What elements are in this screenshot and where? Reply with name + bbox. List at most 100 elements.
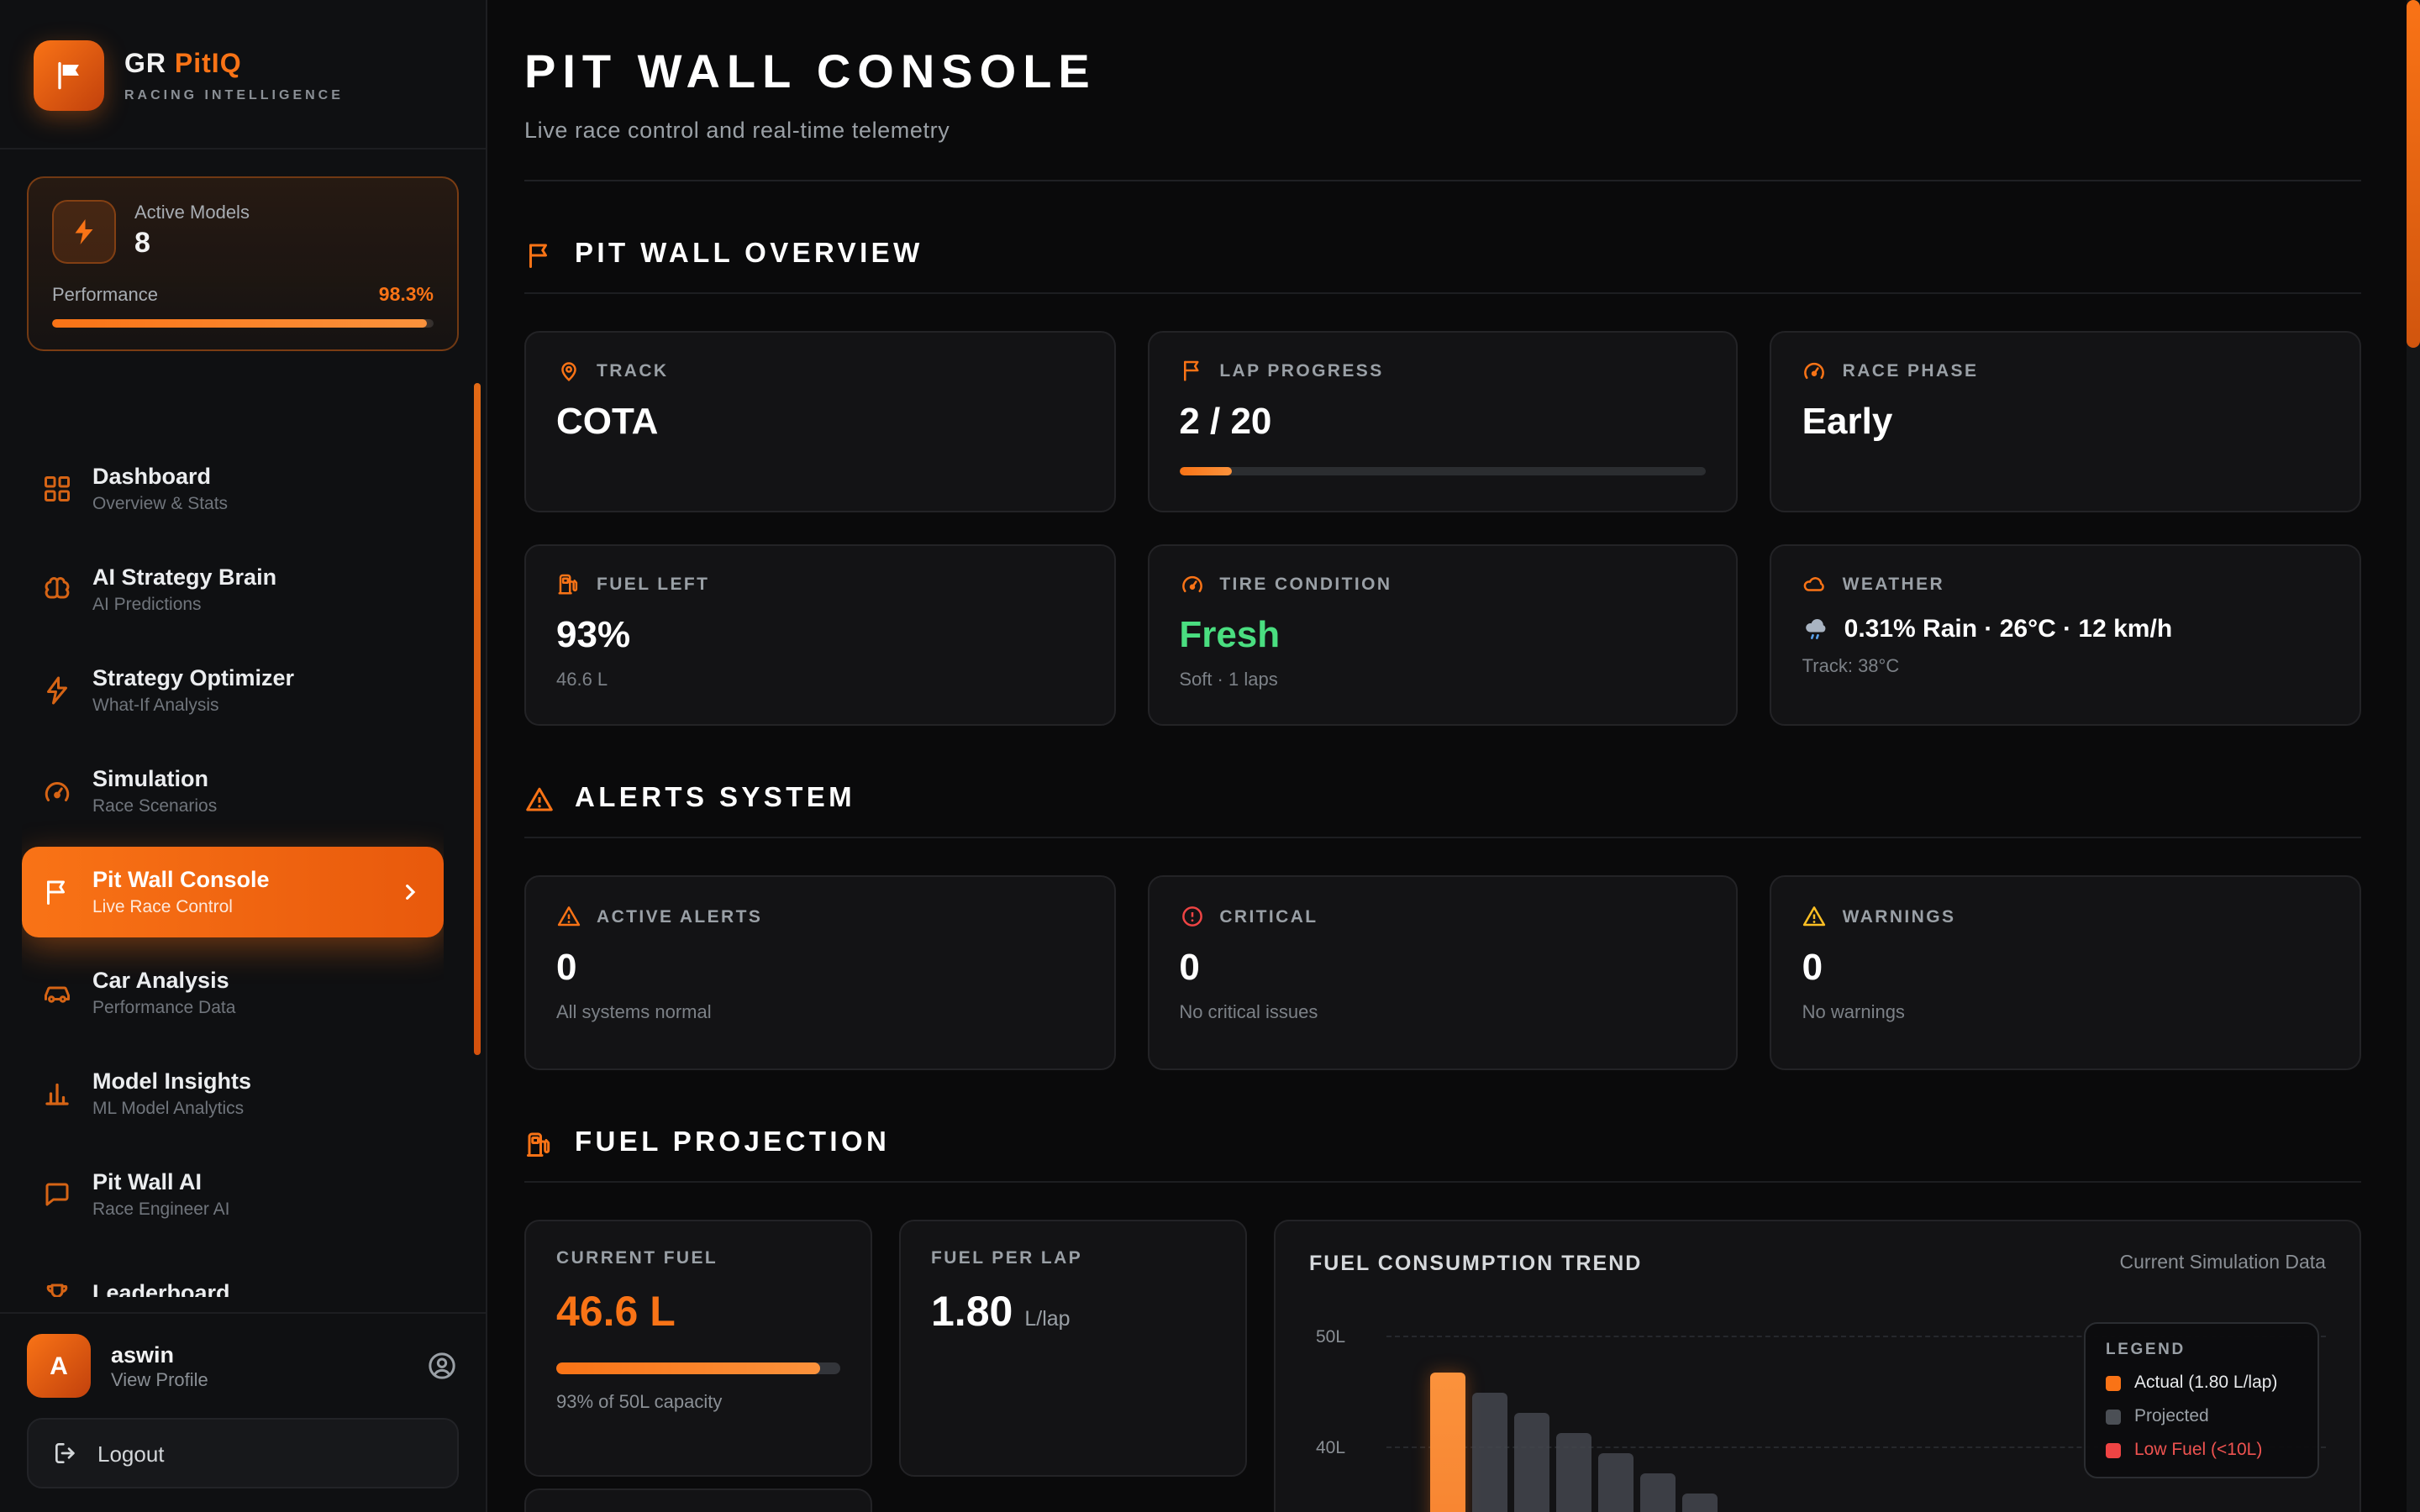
fuel-per-lap-unit: L/lap bbox=[1024, 1307, 1071, 1331]
fuel-trend-card: FUEL CONSUMPTION TREND Current Simulatio… bbox=[1274, 1220, 2361, 1512]
race-phase-value: Early bbox=[1802, 400, 1893, 442]
nav-sublabel: ML Model Analytics bbox=[92, 1099, 245, 1119]
card-label: LAP PROGRESS bbox=[1219, 360, 1384, 381]
grid-icon bbox=[42, 474, 72, 504]
trend-bar-projected bbox=[1598, 1452, 1634, 1512]
section-divider bbox=[524, 292, 2361, 294]
weather-sub: Track: 38°C bbox=[1802, 657, 1900, 677]
main-scrollbar-thumb[interactable] bbox=[2407, 0, 2420, 348]
card-label: FUEL LEFT bbox=[597, 574, 710, 594]
active-alerts-card: ACTIVE ALERTS 0 All systems normal bbox=[524, 875, 1116, 1070]
section-title: ALERTS SYSTEM bbox=[575, 783, 856, 813]
legend-item-projected: Projected bbox=[2106, 1406, 2297, 1426]
critical-value: 0 bbox=[1179, 946, 1200, 988]
logout-button[interactable]: Logout bbox=[27, 1418, 459, 1488]
nav-sublabel: Overview & Stats bbox=[92, 494, 229, 514]
warnings-value: 0 bbox=[1802, 946, 1823, 988]
fuel-per-lap-card: FUEL PER LAP 1.80 L/lap bbox=[899, 1220, 1247, 1477]
fuel-left-value: 93% bbox=[556, 613, 631, 655]
main-content: PIT WALL CONSOLE Live race control and r… bbox=[487, 0, 2420, 1512]
section-divider bbox=[524, 837, 2361, 838]
nav-label: AI Strategy Brain bbox=[92, 564, 277, 590]
gridline-40: 40L bbox=[1316, 1438, 2326, 1458]
main-scrollbar[interactable] bbox=[2407, 0, 2420, 1512]
person-circle-icon[interactable] bbox=[425, 1349, 459, 1383]
card-label: WEATHER bbox=[1842, 574, 1945, 594]
user-profile-row[interactable]: A aswin View Profile bbox=[27, 1334, 459, 1398]
sidebar-item-simulation[interactable]: Simulation Race Scenarios bbox=[22, 746, 444, 837]
performance-value: 98.3% bbox=[378, 286, 434, 306]
trend-bar-projected bbox=[1556, 1433, 1591, 1512]
fuel-pump-icon bbox=[524, 1128, 555, 1158]
sidebar: GR PitIQ RACING INTELLIGENCE Active Mode… bbox=[0, 0, 487, 1512]
gauge-icon bbox=[1802, 358, 1828, 383]
fuel-trend-plot: 50L 40L bbox=[1316, 1309, 2326, 1512]
partial-card-below-fold bbox=[524, 1488, 872, 1512]
sidebar-item-ai-strategy-brain[interactable]: AI Strategy Brain AI Predictions bbox=[22, 544, 444, 635]
tire-condition-sub: Soft · 1 laps bbox=[1179, 670, 1278, 690]
brand-tagline: RACING INTELLIGENCE bbox=[124, 87, 344, 102]
sidebar-divider bbox=[0, 148, 486, 150]
legend-swatch bbox=[2106, 1442, 2121, 1457]
performance-label: Performance bbox=[52, 286, 158, 306]
active-models-value: 8 bbox=[134, 227, 150, 259]
nav-label: Model Insights bbox=[92, 1068, 251, 1094]
weather-value: 0.31% Rain · 26°C · 12 km/h bbox=[1844, 614, 2173, 643]
nav-sublabel: What-If Analysis bbox=[92, 696, 219, 716]
user-name: aswin bbox=[111, 1341, 175, 1367]
lap-progress-bar bbox=[1179, 467, 1707, 475]
trend-bar-projected bbox=[1472, 1393, 1507, 1512]
fuel-left-card: FUEL LEFT 93% 46.6 L bbox=[524, 544, 1116, 726]
performance-bar bbox=[52, 319, 434, 328]
trend-bar-projected bbox=[1640, 1473, 1676, 1512]
logout-icon bbox=[52, 1440, 79, 1467]
active-alerts-value: 0 bbox=[556, 946, 577, 988]
sidebar-scrollbar-thumb[interactable] bbox=[474, 383, 481, 1055]
page-subtitle: Live race control and real-time telemetr… bbox=[524, 118, 950, 143]
gauge-icon bbox=[42, 776, 72, 806]
sidebar-item-car-analysis[interactable]: Car Analysis Performance Data bbox=[22, 948, 444, 1038]
sidebar-nav: Dashboard Overview & Stats AI Strategy Br… bbox=[22, 444, 444, 1297]
brand-flag-icon bbox=[34, 40, 104, 111]
current-fuel-sub: 93% of 50L capacity bbox=[556, 1393, 723, 1413]
card-label: ACTIVE ALERTS bbox=[597, 906, 763, 927]
warning-triangle-icon bbox=[524, 784, 555, 814]
sidebar-item-dashboard[interactable]: Dashboard Overview & Stats bbox=[22, 444, 444, 534]
view-profile-link[interactable]: View Profile bbox=[111, 1370, 208, 1390]
nav-sublabel: AI Predictions bbox=[92, 595, 202, 615]
tire-condition-card: TIRE CONDITION Fresh Soft · 1 laps bbox=[1147, 544, 1739, 726]
section-title: PIT WALL OVERVIEW bbox=[575, 239, 923, 269]
sidebar-item-model-insights[interactable]: Model Insights ML Model Analytics bbox=[22, 1048, 444, 1139]
sidebar-item-strategy-optimizer[interactable]: Strategy Optimizer What-If Analysis bbox=[22, 645, 444, 736]
legend-swatch bbox=[2106, 1375, 2121, 1390]
nav-sublabel: Live Race Control bbox=[92, 897, 233, 917]
lap-progress-card: LAP PROGRESS 2 / 20 bbox=[1147, 331, 1739, 512]
ytick-label: 50L bbox=[1316, 1327, 1346, 1347]
nav-label: Pit Wall AI bbox=[92, 1169, 203, 1194]
tire-condition-value: Fresh bbox=[1179, 613, 1281, 655]
track-card: TRACK COTA bbox=[524, 331, 1116, 512]
map-pin-icon bbox=[556, 358, 581, 383]
critical-sub: No critical issues bbox=[1179, 1003, 1318, 1023]
nav-label: Dashboard bbox=[92, 464, 212, 489]
card-label: FUEL PER LAP bbox=[931, 1248, 1083, 1268]
fuel-section-heading: FUEL PROJECTION bbox=[524, 1127, 2361, 1159]
legend-title: LEGEND bbox=[2106, 1341, 2186, 1359]
active-alerts-sub: All systems normal bbox=[556, 1003, 712, 1023]
legend-item-low-fuel: Low Fuel (<10L) bbox=[2106, 1440, 2297, 1460]
card-label: RACE PHASE bbox=[1842, 360, 1979, 381]
alerts-section-heading: ALERTS SYSTEM bbox=[524, 783, 2361, 815]
chart-title: FUEL CONSUMPTION TREND bbox=[1309, 1252, 1643, 1275]
active-models-card: Active Models 8 Performance 98.3% bbox=[27, 176, 459, 351]
gridline-50: 50L bbox=[1316, 1327, 2326, 1347]
trend-bar-actual bbox=[1430, 1373, 1465, 1512]
ytick-label: 40L bbox=[1316, 1438, 1346, 1458]
warnings-sub: No warnings bbox=[1802, 1003, 1905, 1023]
sidebar-item-leaderboard[interactable]: Leaderboard bbox=[22, 1250, 444, 1297]
legend-swatch bbox=[2106, 1409, 2121, 1424]
nav-label: Simulation bbox=[92, 766, 209, 791]
header-divider bbox=[524, 180, 2361, 181]
sidebar-item-pit-wall-ai[interactable]: Pit Wall AI Race Engineer AI bbox=[22, 1149, 444, 1240]
sidebar-item-pit-wall-console[interactable]: Pit Wall Console Live Race Control bbox=[22, 847, 444, 937]
